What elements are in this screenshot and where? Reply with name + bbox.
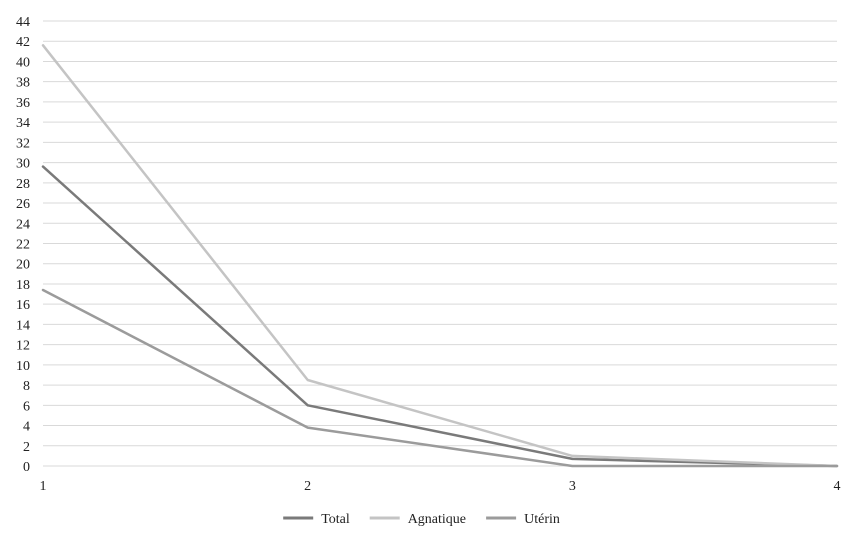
x-axis-ticks: 1 2 3 4 xyxy=(40,479,841,494)
y-tick-label: 36 xyxy=(16,96,30,111)
y-axis-ticks: 0246810121416182022242628303234363840424… xyxy=(16,15,30,475)
y-tick-label: 0 xyxy=(23,460,30,475)
y-tick-label: 8 xyxy=(23,379,30,394)
legend-item: Agnatique xyxy=(369,512,466,527)
y-tick-label: 12 xyxy=(16,339,30,354)
gridlines xyxy=(43,20,837,467)
y-tick-label: 14 xyxy=(16,318,30,333)
x-tick-label: 4 xyxy=(834,479,841,494)
y-tick-label: 26 xyxy=(16,197,30,212)
x-tick-label: 2 xyxy=(304,479,311,494)
legend-item: Utérin xyxy=(486,512,560,527)
series-line-utérin xyxy=(41,288,839,468)
y-tick-label: 4 xyxy=(23,420,30,435)
y-tick-label: 22 xyxy=(16,238,30,253)
legend-label: Utérin xyxy=(524,512,560,527)
y-tick-label: 18 xyxy=(16,278,30,293)
y-tick-label: 16 xyxy=(16,298,30,313)
legend-item: Total xyxy=(283,512,350,527)
y-tick-label: 42 xyxy=(16,35,30,50)
x-tick-label: 3 xyxy=(569,479,576,494)
y-tick-label: 38 xyxy=(16,76,30,91)
y-tick-label: 6 xyxy=(23,399,30,414)
y-tick-label: 30 xyxy=(16,157,30,172)
x-tick-label: 1 xyxy=(40,479,47,494)
y-tick-label: 2 xyxy=(23,440,30,455)
y-tick-label: 40 xyxy=(16,55,30,70)
y-tick-label: 20 xyxy=(16,258,30,273)
y-tick-label: 34 xyxy=(16,116,30,131)
y-tick-label: 28 xyxy=(16,177,30,192)
y-tick-label: 44 xyxy=(16,15,30,30)
y-tick-label: 24 xyxy=(16,217,30,232)
legend-label: Agnatique xyxy=(408,512,466,527)
legend: Total Agnatique Utérin xyxy=(283,512,560,527)
series-lines xyxy=(41,44,839,468)
y-tick-label: 32 xyxy=(16,136,30,151)
series-line-agnatique xyxy=(41,44,839,468)
y-tick-label: 10 xyxy=(16,359,30,374)
series-line-total xyxy=(41,165,839,468)
legend-label: Total xyxy=(321,512,350,527)
